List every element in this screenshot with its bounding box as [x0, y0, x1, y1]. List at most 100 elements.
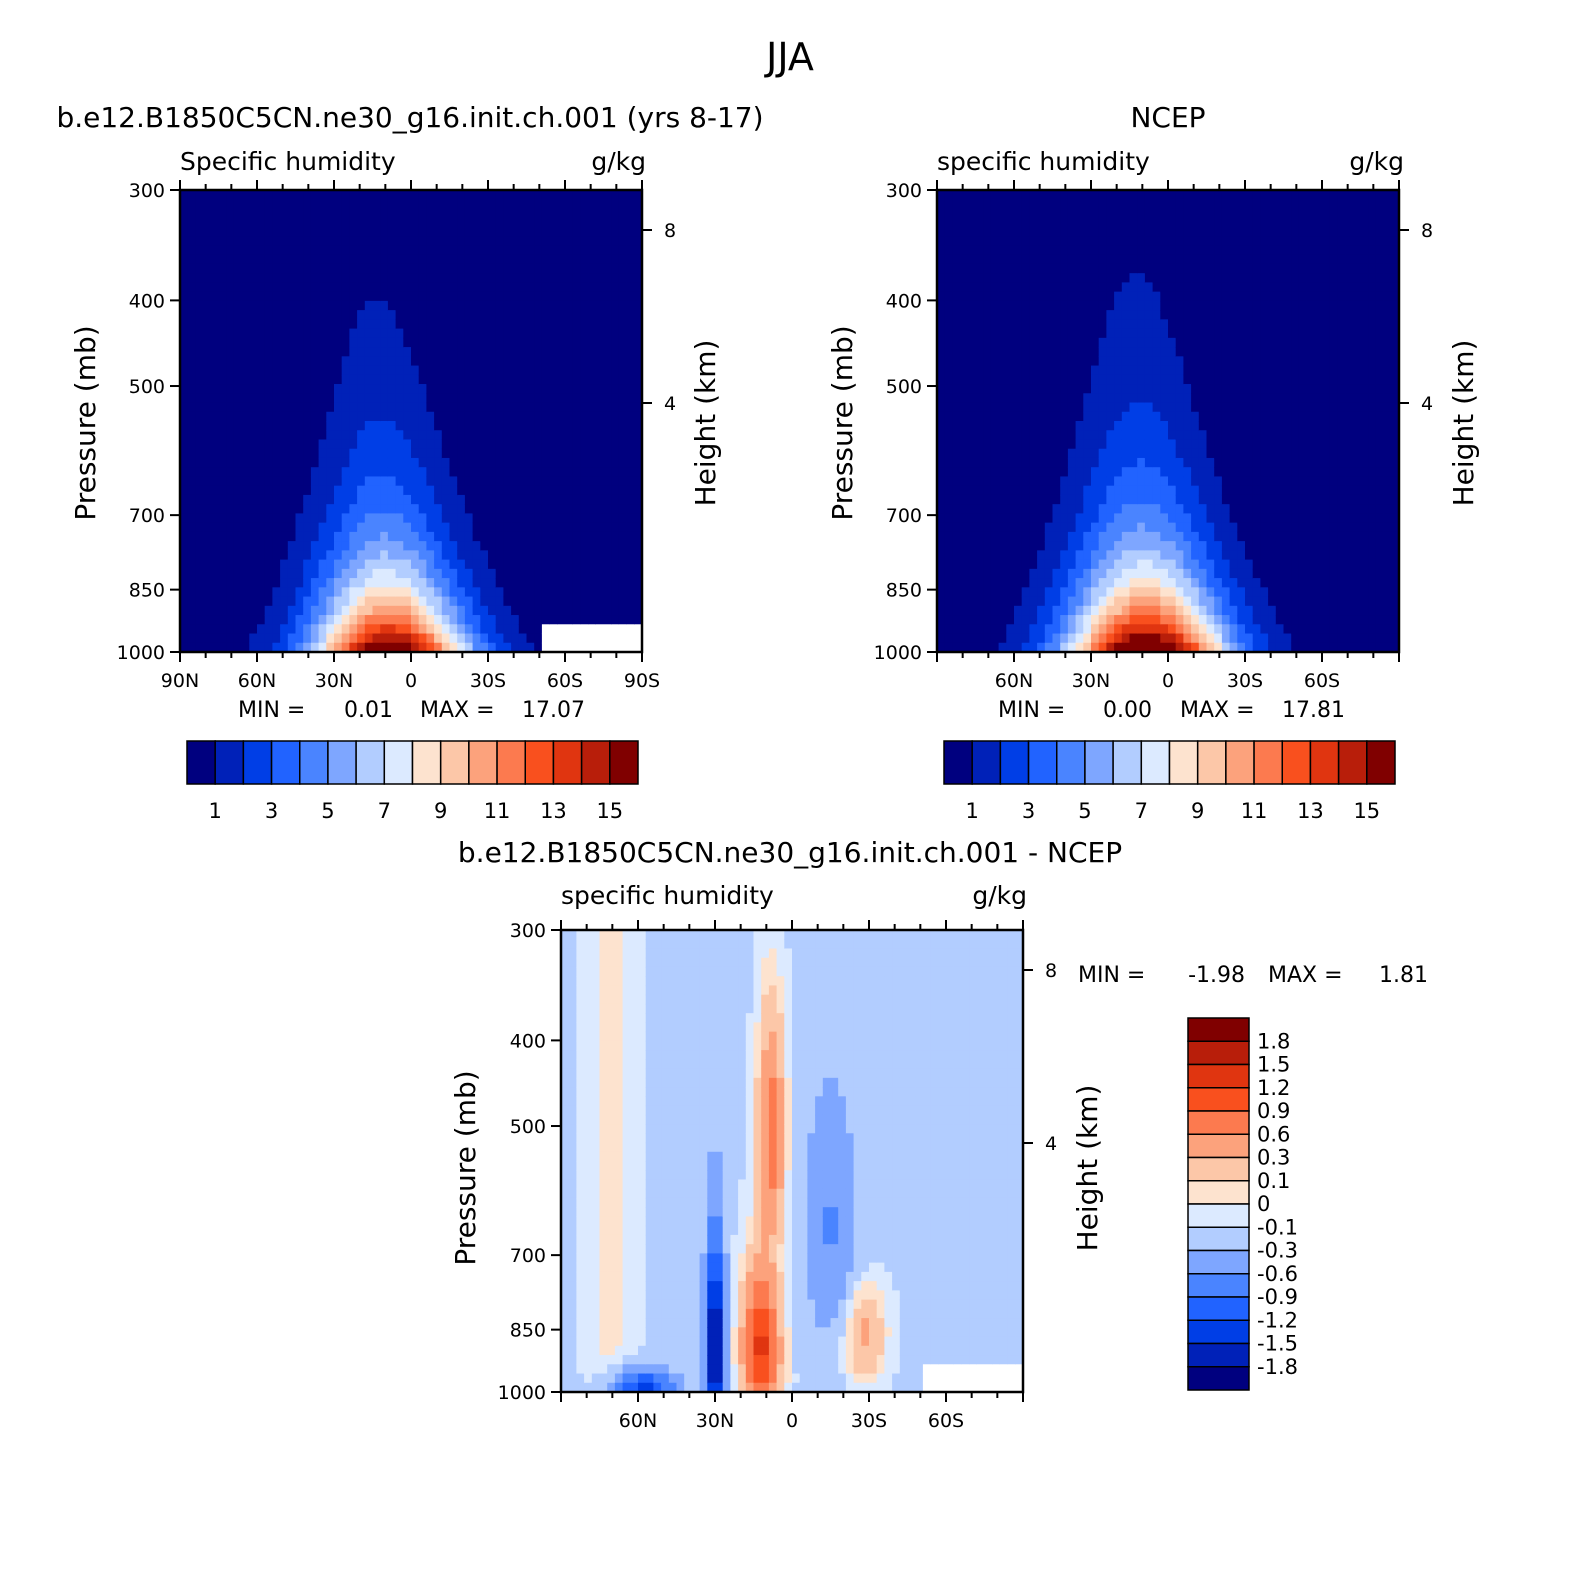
field-cell — [1221, 226, 1231, 237]
field-cell — [210, 402, 220, 413]
field-cell — [334, 190, 343, 200]
field-cell — [503, 578, 512, 588]
colorbar-swatch — [299, 740, 329, 785]
field-cell — [518, 550, 528, 561]
field-cell — [975, 236, 984, 247]
field-cell — [472, 568, 481, 579]
field-cell — [541, 531, 551, 542]
field-cell — [1183, 578, 1192, 588]
field-cell — [503, 347, 512, 357]
field-cell — [1183, 374, 1192, 385]
field-cell — [1191, 347, 1200, 357]
field-cell — [518, 217, 528, 228]
field-cell — [372, 568, 381, 579]
field-cell — [1037, 411, 1046, 422]
field-cell — [588, 605, 597, 616]
field-cell — [944, 568, 953, 579]
field-cell — [511, 522, 520, 533]
field-cell — [990, 411, 1000, 422]
field-cell — [549, 541, 558, 551]
field-cell — [1152, 190, 1161, 200]
field-cell — [387, 208, 397, 219]
field-cell — [326, 457, 335, 468]
field-cell — [503, 190, 512, 200]
field-cell — [990, 430, 1000, 441]
field-cell — [1098, 550, 1107, 561]
field-cell — [1214, 236, 1223, 247]
field-cell — [310, 504, 320, 514]
field-cell — [272, 393, 281, 404]
field-cell — [226, 374, 235, 385]
field-cell — [1198, 578, 1208, 588]
field-cell — [264, 642, 273, 653]
field-cell — [1091, 226, 1100, 237]
field-cell — [272, 541, 281, 551]
field-cell — [1037, 337, 1046, 348]
field-cell — [457, 494, 466, 505]
field-cell — [310, 457, 320, 468]
field-cell — [295, 578, 304, 588]
field-cell — [457, 531, 466, 542]
field-cell — [210, 531, 220, 542]
field-cell — [1221, 310, 1231, 320]
field-cell — [210, 578, 220, 588]
field-cell — [434, 291, 443, 302]
field-cell — [303, 550, 312, 561]
field-cell — [457, 596, 466, 607]
field-cell — [611, 365, 620, 376]
field-cell — [264, 328, 273, 339]
field-cell — [1029, 273, 1038, 283]
field-cell — [1198, 596, 1208, 607]
field-cell — [357, 374, 366, 385]
field-cell — [1091, 504, 1100, 514]
field-cell — [503, 476, 512, 487]
field-cell — [634, 236, 643, 247]
field-cell — [1106, 411, 1115, 422]
field-cell — [380, 328, 389, 339]
field-cell — [1083, 402, 1092, 413]
field-cell — [1114, 421, 1123, 431]
field-cell — [503, 421, 512, 431]
field-cell — [249, 199, 258, 210]
field-cell — [1221, 550, 1231, 561]
field-cell — [541, 605, 551, 616]
field-cell — [626, 421, 635, 431]
field-cell — [557, 263, 566, 274]
field-cell — [264, 467, 273, 478]
field-cell — [1206, 208, 1215, 219]
field-cell — [611, 217, 620, 228]
field-cell — [1091, 439, 1100, 450]
field-cell — [226, 384, 235, 394]
field-cell — [210, 587, 220, 598]
field-cell — [1114, 642, 1123, 653]
field-cell — [1067, 337, 1077, 348]
field-cell — [287, 217, 297, 228]
field-cell — [318, 411, 327, 422]
y-tick-label: 850 — [129, 580, 165, 602]
field-cell — [372, 226, 381, 237]
field-cell — [249, 568, 258, 579]
field-cell — [1160, 365, 1169, 376]
field-cell — [1014, 245, 1023, 256]
field-cell — [380, 596, 389, 607]
field-cell — [480, 421, 489, 431]
field-cell — [449, 384, 458, 394]
field-cell — [960, 494, 969, 505]
field-cell — [960, 374, 969, 385]
field-cell — [1106, 245, 1115, 256]
field-cell — [464, 384, 474, 394]
field-cell — [952, 411, 961, 422]
field-cell — [1037, 485, 1046, 496]
field-cell — [960, 199, 969, 210]
field-cell — [603, 439, 612, 450]
field-cell — [603, 365, 612, 376]
field-cell — [1106, 254, 1115, 265]
field-cell — [310, 578, 320, 588]
field-cell — [441, 541, 451, 551]
field-cell — [1006, 337, 1015, 348]
field-cell — [1144, 365, 1154, 376]
field-cell — [1129, 337, 1138, 348]
field-cell — [983, 541, 992, 551]
field-cell — [634, 476, 643, 487]
field-cell — [1052, 421, 1061, 431]
